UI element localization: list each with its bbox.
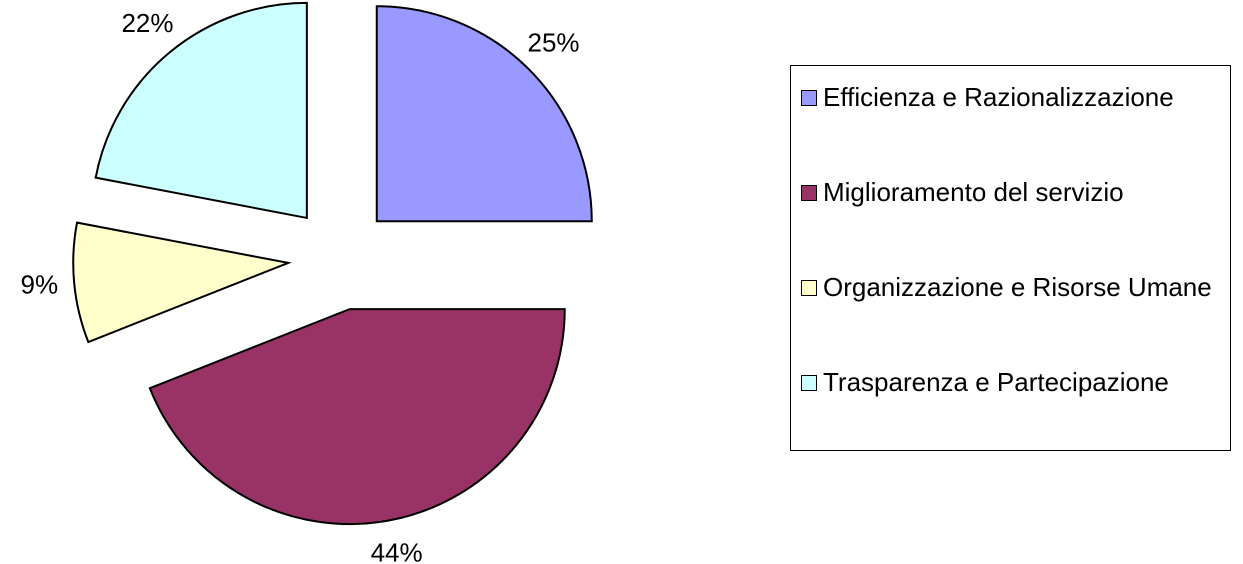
data-label: 25% [528,27,580,57]
legend-item: Organizzazione e Risorse Umane [801,269,1231,306]
pie-slice [148,308,566,526]
legend-item: Efficienza e Razionalizzazione [801,79,1231,116]
legend-label: Efficienza e Razionalizzazione [823,82,1174,112]
pie-slice [375,5,593,223]
legend-swatch [801,375,817,391]
legend-swatch [801,90,817,106]
chart: 25% 44% 9% 22% [21,1,593,564]
data-label: 22% [121,8,173,38]
pie-slice [72,221,292,344]
data-label: 44% [371,538,423,564]
legend-swatch [801,185,817,201]
legend-label: Trasparenza e Partecipazione [823,367,1169,397]
legend-swatch [801,280,817,296]
legend-label: Miglioramento del servizio [823,177,1124,207]
legend-label: Organizzazione e Risorse Umane [823,272,1212,302]
data-label: 9% [21,269,59,299]
legend-item: Trasparenza e Partecipazione [801,364,1231,401]
pie-slice [94,1,308,220]
legend-item: Miglioramento del servizio [801,174,1231,211]
legend: Efficienza e Razionalizzazione Migliorame… [790,65,1231,451]
